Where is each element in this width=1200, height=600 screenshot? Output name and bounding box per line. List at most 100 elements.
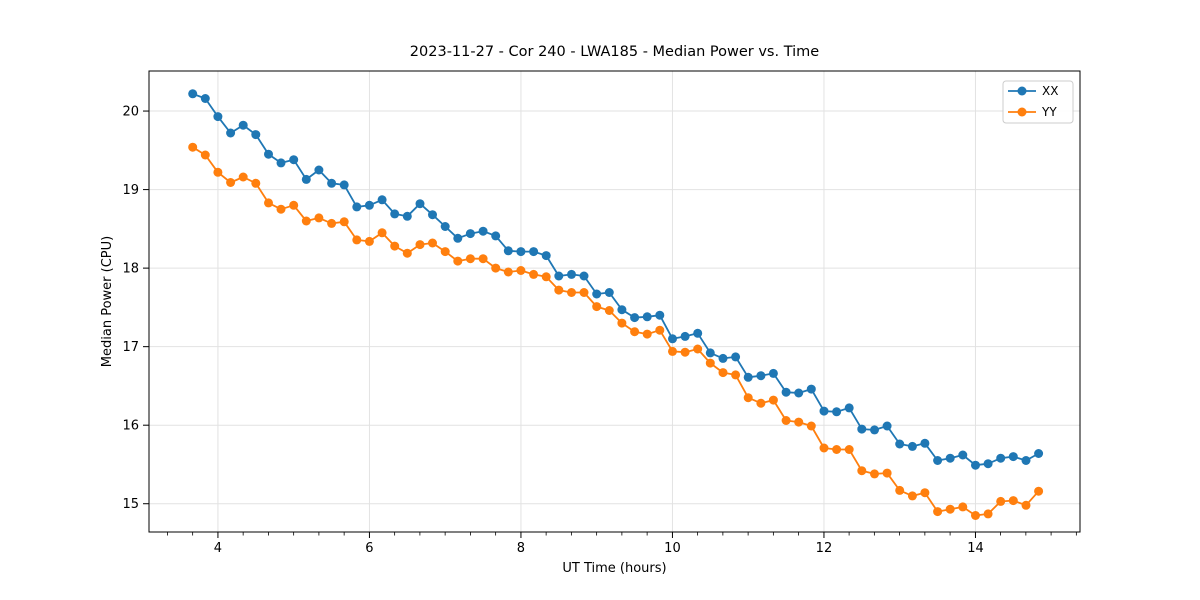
data-point xyxy=(238,172,248,182)
legend-label: XX xyxy=(1042,84,1058,98)
data-point xyxy=(958,450,968,460)
data-point xyxy=(402,248,412,258)
x-axis-label: UT Time (hours) xyxy=(562,561,667,576)
data-point xyxy=(794,388,804,398)
data-point xyxy=(882,468,892,478)
data-point xyxy=(301,174,311,184)
data-point xyxy=(1021,500,1031,510)
data-point xyxy=(276,158,286,168)
data-point xyxy=(781,387,791,397)
x-tick-label: 10 xyxy=(664,541,681,556)
legend-marker xyxy=(1017,107,1027,117)
data-point xyxy=(478,254,488,264)
data-point xyxy=(390,209,400,219)
data-point xyxy=(983,459,993,469)
data-point xyxy=(832,407,842,417)
data-point xyxy=(200,150,210,160)
data-point xyxy=(604,288,614,297)
data-point xyxy=(440,247,450,257)
data-point xyxy=(503,246,513,256)
data-point xyxy=(731,370,741,380)
data-point xyxy=(857,466,867,476)
data-point xyxy=(327,178,337,188)
data-point xyxy=(907,491,917,501)
x-tick-label: 14 xyxy=(967,541,984,556)
data-point xyxy=(554,271,564,281)
data-point xyxy=(907,441,917,451)
legend-marker xyxy=(1017,86,1027,96)
data-point xyxy=(996,453,1006,463)
data-point xyxy=(529,269,539,279)
data-point xyxy=(693,328,703,338)
data-point xyxy=(1034,486,1044,496)
data-point xyxy=(604,306,614,315)
data-point xyxy=(554,285,564,295)
data-point xyxy=(756,371,766,381)
data-point xyxy=(870,425,879,435)
legend-item-XX: XX xyxy=(1008,84,1058,98)
data-point xyxy=(567,288,576,297)
x-axis: 4 6 8 10 12 14 xyxy=(167,532,1077,556)
data-point xyxy=(377,228,387,238)
series-YY-line xyxy=(192,146,1040,517)
data-point xyxy=(731,352,741,362)
data-point xyxy=(251,178,261,188)
data-point xyxy=(933,507,943,517)
gridlines xyxy=(149,71,1080,532)
data-point xyxy=(743,393,753,403)
data-point xyxy=(996,496,1006,506)
data-point xyxy=(251,130,261,140)
data-point xyxy=(390,241,400,251)
data-point xyxy=(844,445,854,454)
data-point xyxy=(920,488,930,498)
data-point xyxy=(529,247,539,257)
legend-label: YY xyxy=(1041,105,1057,119)
data-point xyxy=(668,334,677,344)
x-tick-label: 6 xyxy=(365,541,373,556)
data-point xyxy=(718,353,728,363)
data-point xyxy=(567,269,576,279)
data-point xyxy=(806,421,816,431)
data-point xyxy=(1008,496,1018,506)
data-point xyxy=(705,358,715,368)
data-point xyxy=(415,240,425,250)
data-point xyxy=(945,453,955,463)
data-point xyxy=(832,445,842,454)
data-point xyxy=(630,327,640,337)
data-point xyxy=(503,267,513,277)
data-point xyxy=(844,403,854,413)
data-point xyxy=(642,329,652,339)
data-point xyxy=(945,504,955,514)
data-point xyxy=(402,211,412,221)
data-point xyxy=(743,372,753,382)
data-point xyxy=(655,310,665,320)
data-point xyxy=(705,348,715,358)
data-point xyxy=(491,231,501,241)
data-point xyxy=(264,149,273,159)
data-point xyxy=(453,256,463,266)
data-point xyxy=(680,347,690,357)
data-point xyxy=(541,251,551,261)
data-point xyxy=(339,217,349,227)
y-tick-label: 16 xyxy=(122,419,139,434)
data-point xyxy=(364,200,374,210)
data-point xyxy=(465,254,475,264)
data-point xyxy=(756,398,766,408)
data-point xyxy=(693,344,703,354)
data-point xyxy=(592,302,602,312)
data-point xyxy=(491,263,501,273)
data-point xyxy=(655,325,665,335)
data-point xyxy=(920,438,930,448)
y-tick-label: 17 xyxy=(122,340,139,355)
data-point xyxy=(895,439,905,449)
data-point xyxy=(352,202,362,212)
y-axis: 15 16 17 18 19 20 xyxy=(122,105,149,512)
data-point xyxy=(857,424,867,434)
data-point xyxy=(794,417,804,427)
data-point xyxy=(516,266,526,275)
data-point xyxy=(238,120,248,130)
data-point xyxy=(364,236,374,246)
data-point xyxy=(213,167,223,177)
data-point xyxy=(579,271,589,281)
